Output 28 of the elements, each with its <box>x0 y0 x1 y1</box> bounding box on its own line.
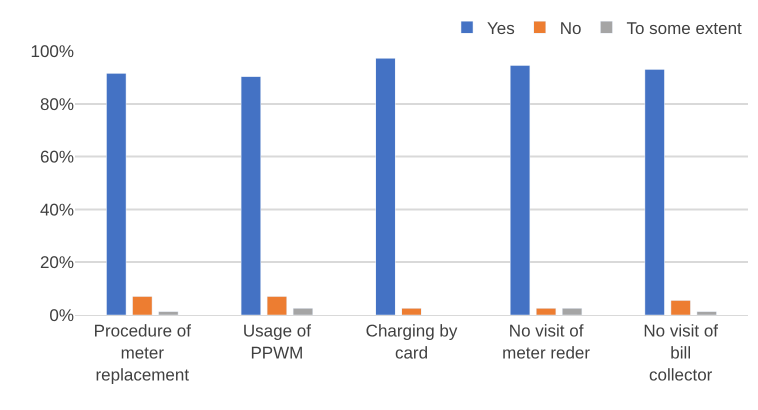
y-tick-label: 40% <box>40 200 74 220</box>
y-tick-label: 60% <box>40 148 74 167</box>
y-tick-label: 80% <box>40 94 74 114</box>
y-tick-label: 20% <box>40 253 74 272</box>
x-tick-label: No visit of bill collector <box>643 321 718 385</box>
bar <box>401 308 422 315</box>
legend-label: Yes <box>487 18 515 38</box>
bar <box>240 76 261 315</box>
y-tick-label: 0% <box>49 306 74 325</box>
bar <box>670 300 691 315</box>
bar <box>375 58 396 315</box>
x-tick-label: Usage of PPWM <box>242 321 312 362</box>
bar <box>106 73 126 315</box>
bar <box>696 311 717 315</box>
bar <box>158 311 178 315</box>
bar <box>510 65 530 315</box>
bar <box>292 308 313 315</box>
x-tick-label: No visit of meter reder <box>502 321 590 362</box>
legend-label: No <box>560 18 582 38</box>
bar <box>536 308 556 315</box>
bar <box>132 296 152 315</box>
x-tick-label: Procedure of meter replacement <box>94 321 192 385</box>
legend-label: To some extent <box>626 18 742 38</box>
bar <box>644 69 665 315</box>
bar <box>562 308 582 315</box>
y-tick-label: 100% <box>30 42 74 61</box>
bar <box>266 296 287 315</box>
x-tick-label: Charging by card <box>366 321 458 362</box>
